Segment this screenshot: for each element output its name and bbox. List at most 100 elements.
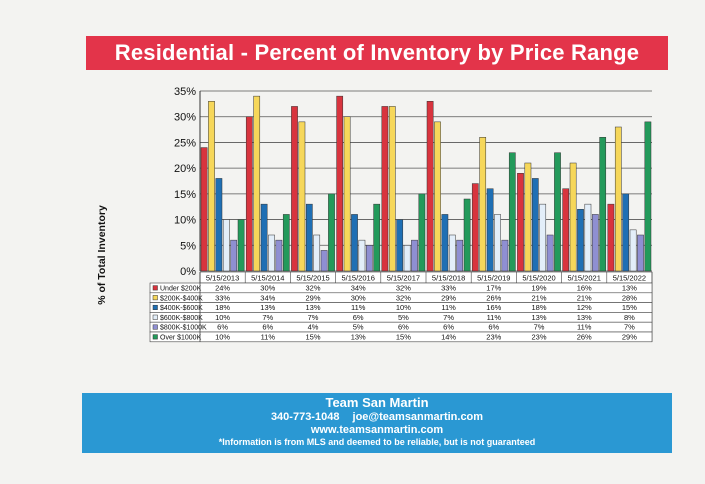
footer-email[interactable]: joe@teamsanmartin.com bbox=[352, 411, 484, 423]
data-label: 29% bbox=[622, 333, 637, 342]
legend-swatch bbox=[152, 314, 158, 320]
bar-under-200k-1 bbox=[245, 116, 253, 272]
data-label: 23% bbox=[531, 333, 546, 342]
bar-over-1000k-8 bbox=[599, 137, 607, 272]
data-label: 17% bbox=[486, 284, 501, 293]
data-label: 7% bbox=[262, 313, 273, 322]
data-label: 6% bbox=[443, 323, 454, 332]
footer-team-name: Team San Martin bbox=[325, 395, 429, 410]
bar-800k-1000k-4 bbox=[411, 239, 418, 272]
footer-website[interactable]: www.teamsanmartin.com bbox=[310, 424, 444, 436]
data-label: 29% bbox=[305, 293, 320, 302]
bar-200k-400k-1 bbox=[253, 95, 261, 272]
bar-200k-400k-4 bbox=[388, 106, 396, 272]
bar-400k-600k-6 bbox=[486, 188, 494, 272]
bar-600k-800k-9 bbox=[629, 229, 637, 272]
data-label: 10% bbox=[215, 313, 230, 322]
data-label: 13% bbox=[351, 333, 366, 342]
bar-800k-1000k-5 bbox=[456, 239, 464, 272]
data-label: 13% bbox=[305, 303, 320, 312]
bar-over-1000k-7 bbox=[554, 152, 561, 272]
data-label: 30% bbox=[351, 293, 366, 302]
data-label: 7% bbox=[308, 313, 319, 322]
data-label: 18% bbox=[215, 303, 230, 312]
data-label: 4% bbox=[308, 323, 319, 332]
legend-label: Under $200K bbox=[160, 286, 202, 293]
bar-400k-600k-1 bbox=[260, 203, 268, 272]
legend-label: $800K-$1000K bbox=[160, 325, 207, 332]
data-label: 23% bbox=[486, 333, 501, 342]
legend-swatch bbox=[152, 334, 158, 340]
bar-over-1000k-2 bbox=[328, 193, 335, 272]
bar-800k-1000k-7 bbox=[546, 234, 554, 272]
bar-under-200k-3 bbox=[336, 95, 344, 272]
bar-400k-600k-9 bbox=[622, 193, 630, 272]
bar-under-200k-9 bbox=[607, 203, 615, 272]
data-label: 32% bbox=[396, 293, 411, 302]
data-label: 8% bbox=[624, 313, 635, 322]
data-label: 10% bbox=[215, 333, 230, 342]
y-tick-label: 15% bbox=[174, 189, 196, 201]
bar-800k-1000k-2 bbox=[320, 250, 328, 272]
bar-200k-400k-3 bbox=[343, 116, 351, 272]
legend-label: $200K-$400K bbox=[160, 295, 203, 302]
data-label: 13% bbox=[577, 313, 592, 322]
data-label: 26% bbox=[577, 333, 592, 342]
legend-label: $600K-$800K bbox=[160, 315, 203, 322]
legend-swatch bbox=[152, 285, 158, 291]
bar-400k-600k-3 bbox=[351, 214, 358, 272]
data-label: 11% bbox=[261, 333, 276, 342]
bar-200k-400k-7 bbox=[524, 162, 532, 272]
bar-600k-800k-4 bbox=[403, 245, 411, 272]
bar-400k-600k-0 bbox=[215, 178, 223, 272]
bar-600k-800k-6 bbox=[494, 214, 501, 272]
data-label: 21% bbox=[531, 293, 546, 302]
data-label: 19% bbox=[531, 284, 546, 293]
data-label: 6% bbox=[353, 313, 364, 322]
x-tick-label: 5/15/2016 bbox=[342, 274, 375, 283]
x-tick-label: 5/15/2017 bbox=[387, 274, 420, 283]
bar-800k-1000k-9 bbox=[637, 234, 644, 272]
data-label: 6% bbox=[398, 323, 409, 332]
bar-200k-400k-5 bbox=[434, 121, 441, 272]
y-axis-label: % of Total Inventory bbox=[96, 205, 108, 305]
bar-under-200k-6 bbox=[471, 183, 479, 272]
x-tick-label: 5/15/2013 bbox=[206, 274, 239, 283]
bar-600k-800k-5 bbox=[448, 234, 456, 272]
data-label: 24% bbox=[215, 284, 230, 293]
legend-swatch bbox=[152, 295, 158, 301]
data-label: 15% bbox=[622, 303, 637, 312]
bar-200k-400k-6 bbox=[479, 137, 487, 272]
bar-600k-800k-7 bbox=[539, 203, 547, 272]
bar-400k-600k-2 bbox=[305, 203, 313, 272]
data-label: 13% bbox=[531, 313, 546, 322]
bar-over-1000k-5 bbox=[463, 198, 471, 272]
x-tick-label: 5/15/2018 bbox=[432, 274, 465, 283]
bar-600k-800k-2 bbox=[313, 234, 321, 272]
data-label: 6% bbox=[488, 323, 499, 332]
data-label: 11% bbox=[351, 303, 366, 312]
data-label: 21% bbox=[577, 293, 592, 302]
footer-banner: Team San Martin 340-773-1048 joe@teamsan… bbox=[82, 393, 672, 453]
x-tick-label: 5/15/2015 bbox=[296, 274, 329, 283]
y-tick-label: 10% bbox=[174, 215, 196, 227]
legend-swatch bbox=[152, 304, 158, 310]
data-label: 6% bbox=[262, 323, 273, 332]
legend-label: $400K-$600K bbox=[160, 305, 203, 312]
data-label: 11% bbox=[577, 323, 592, 332]
data-label: 12% bbox=[577, 303, 592, 312]
bar-600k-800k-1 bbox=[268, 234, 275, 272]
data-label: 7% bbox=[443, 313, 454, 322]
data-label: 32% bbox=[396, 284, 411, 293]
bar-200k-400k-9 bbox=[614, 126, 622, 272]
bar-800k-1000k-1 bbox=[275, 239, 283, 272]
y-tick-label: 5% bbox=[180, 240, 196, 252]
y-tick-label: 30% bbox=[174, 112, 196, 124]
chart-title: Residential - Percent of Inventory by Pr… bbox=[86, 36, 668, 70]
data-label: 6% bbox=[217, 323, 228, 332]
bar-400k-600k-7 bbox=[531, 178, 539, 272]
data-label: 32% bbox=[305, 284, 320, 293]
data-label: 34% bbox=[351, 284, 366, 293]
data-label: 26% bbox=[486, 293, 501, 302]
